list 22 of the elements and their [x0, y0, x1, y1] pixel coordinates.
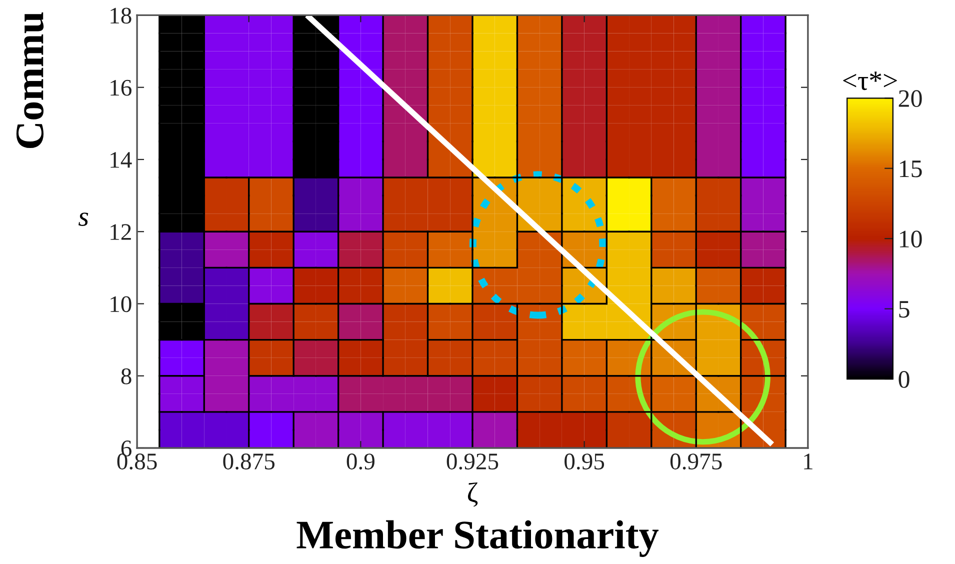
y-tick-label: 18	[110, 8, 132, 24]
y-tick-label: 10	[110, 296, 132, 312]
x-axis-title: ζ	[468, 482, 478, 507]
y-axis-title: s	[78, 212, 88, 226]
color-bar-label: 15	[900, 160, 922, 178]
x-tick-label: 0.925	[446, 454, 498, 470]
x-tick-label: 0.975	[670, 454, 722, 470]
color-bar-label: 10	[900, 230, 922, 248]
x-tick-label: 0.95	[564, 454, 604, 470]
x-tick-label: 1	[804, 454, 812, 470]
color-bar-title: <τ*>	[843, 72, 897, 90]
text: Commu	[16, 12, 44, 148]
color-bar-label: 0	[898, 371, 910, 388]
x-tick-label: 0.9	[346, 454, 374, 470]
x-tick-label: 0.875	[223, 454, 274, 470]
color-bar-label: 5	[899, 301, 910, 318]
y-tick-label: 16	[110, 80, 132, 96]
y-tick-label: 14	[110, 152, 132, 168]
y-tick-label: 12	[110, 224, 131, 240]
y-tick-label: 8	[121, 368, 132, 384]
color-bar-label: 20	[898, 90, 922, 108]
text: Member Stationarity	[296, 520, 659, 557]
